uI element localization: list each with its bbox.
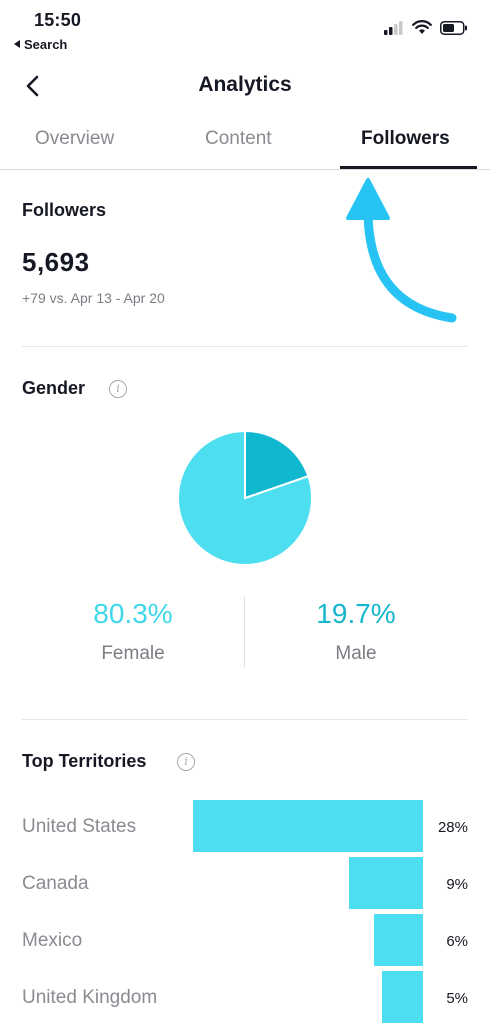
battery-icon: [440, 20, 467, 35]
back-triangle-icon: [14, 40, 20, 48]
gender-separator: [244, 597, 245, 667]
territory-percent: 6%: [446, 933, 468, 950]
territory-bar: [373, 914, 423, 966]
territory-name: Canada: [22, 873, 89, 894]
status-time: 15:50: [34, 10, 82, 30]
divider: [22, 346, 468, 347]
female-percent: 80.3%: [93, 598, 173, 629]
back-to-search-link[interactable]: Search: [14, 37, 67, 52]
tab-content[interactable]: Content: [205, 128, 272, 149]
divider: [22, 719, 468, 720]
territory-percent: 28%: [437, 819, 468, 836]
wifi-icon: [412, 20, 432, 34]
back-arrow-icon[interactable]: [22, 74, 46, 98]
territory-name: United Kingdom: [22, 987, 158, 1008]
territory-percent: 9%: [446, 876, 468, 893]
territory-name: Mexico: [22, 930, 83, 951]
male-label: Male: [335, 643, 377, 664]
gender-info-icon[interactable]: i: [109, 380, 127, 398]
territory-bar: [381, 971, 423, 1023]
followers-title: Followers: [22, 200, 107, 220]
territory-name: United States: [22, 816, 137, 837]
active-tab-indicator: [340, 166, 477, 169]
tab-bar: Overview Content Followers: [0, 120, 490, 170]
followers-change: +79 vs. Apr 13 - Apr 20: [22, 290, 165, 306]
followers-count: 5,693: [22, 247, 90, 277]
territory-bar: [193, 800, 423, 852]
pie-slice-male: [244, 429, 310, 500]
status-icons: [384, 20, 468, 35]
territories-info-icon[interactable]: i: [177, 753, 195, 771]
tab-followers[interactable]: Followers: [361, 128, 450, 149]
annotation-arrow-icon: [346, 178, 457, 323]
territory-bar: [349, 857, 423, 909]
tab-overview[interactable]: Overview: [35, 128, 115, 149]
back-to-search-label: Search: [24, 37, 68, 52]
gender-pie-chart: [177, 429, 313, 566]
cellular-signal-icon: [384, 20, 403, 35]
female-label: Female: [101, 643, 165, 664]
gender-title: Gender: [22, 378, 86, 398]
page-title: Analytics: [198, 73, 292, 96]
territory-percent: 5%: [446, 990, 468, 1007]
territories-title: Top Territories: [22, 751, 147, 771]
male-percent: 19.7%: [316, 598, 396, 629]
